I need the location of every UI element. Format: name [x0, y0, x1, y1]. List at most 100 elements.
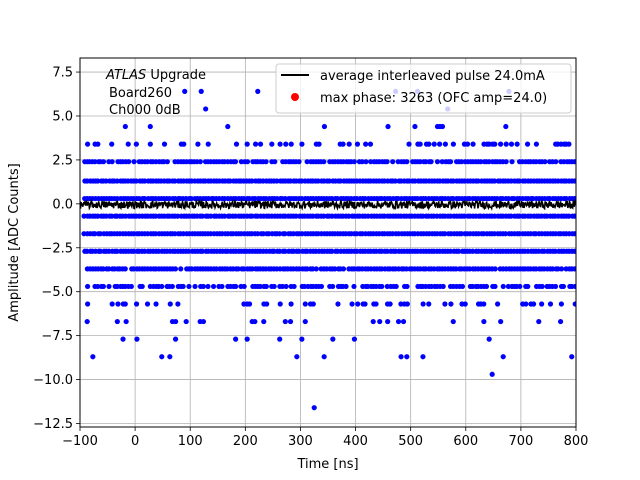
scatter-point: [159, 283, 165, 290]
scatter-point: [340, 266, 347, 272]
scatter-point: [296, 266, 302, 272]
scatter-point: [346, 141, 352, 147]
scatter-point: [558, 266, 565, 272]
scatter-point: [539, 301, 545, 307]
scatter-point: [354, 141, 361, 147]
scatter-point: [128, 283, 134, 290]
y-tick-label: 7.5: [52, 66, 73, 81]
scatter-point: [277, 141, 283, 147]
scatter-point: [571, 248, 576, 254]
x-axis-label: Time [ns]: [296, 457, 358, 472]
scatter-point: [294, 354, 300, 360]
scatter-point: [133, 301, 140, 307]
scatter-point: [85, 301, 91, 307]
scatter-point: [310, 301, 316, 307]
scatter-point: [271, 283, 277, 290]
scatter-point: [161, 141, 168, 147]
scatter-point: [134, 336, 140, 342]
scatter-point: [557, 318, 564, 325]
scatter-point: [478, 159, 484, 165]
scatter-point: [279, 283, 286, 290]
scatter-point: [503, 159, 509, 165]
scatter-point: [182, 88, 188, 94]
scatter-point: [147, 141, 153, 147]
x-tick-label: 400: [343, 434, 368, 449]
scatter-point: [373, 301, 379, 307]
scatter-point: [141, 195, 148, 202]
y-axis: −12.5 −10.0 −7.5 −5.0 −2.5 0.0 2.5 5.0 7.5: [33, 66, 80, 432]
scatter-point: [542, 159, 548, 165]
scatter-point: [566, 213, 572, 219]
scatter-point: [530, 301, 537, 307]
scatter-point: [219, 283, 225, 290]
scatter-point: [274, 178, 280, 184]
scatter-point: [144, 301, 151, 307]
scatter-point: [167, 354, 173, 360]
scatter-point: [355, 301, 361, 307]
legend-entry-max-phase: max phase: 3263 (OFC amp=24.0): [320, 91, 547, 106]
scatter-point: [502, 231, 509, 237]
scatter-point: [442, 141, 448, 147]
scatter-point: [351, 336, 358, 342]
scatter-point: [103, 178, 109, 184]
legend: average interleaved pulse 24.0mA max pha…: [275, 63, 572, 114]
scatter-point: [363, 141, 369, 147]
scatter-point: [517, 283, 523, 290]
scatter-point: [456, 248, 462, 254]
scatter-point: [84, 318, 90, 325]
scatter-point: [387, 301, 393, 307]
scatter-point: [491, 178, 498, 184]
scatter-point: [198, 88, 204, 94]
scatter-point: [448, 301, 454, 307]
scatter-point: [566, 141, 572, 147]
scatter-point: [147, 123, 153, 130]
scatter-point: [241, 283, 247, 290]
scatter-point: [525, 283, 531, 290]
scatter-point: [195, 141, 201, 147]
x-axis: −100 0 100 200 300 400 500 600 700 800: [62, 427, 588, 449]
scatter-point: [313, 266, 319, 272]
scatter-point: [100, 283, 107, 290]
scatter-point: [351, 159, 357, 165]
scatter-point: [553, 159, 559, 165]
scatter-point: [436, 141, 443, 147]
scatter-point: [282, 231, 288, 237]
scatter-point: [442, 231, 448, 237]
scatter-point: [404, 283, 410, 290]
scatter-point: [225, 123, 231, 130]
scatter-point: [122, 266, 128, 272]
scatter-point: [173, 318, 179, 325]
scatter-point: [122, 301, 128, 307]
scatter-point: [439, 123, 446, 130]
average-pulse-line: [80, 198, 576, 211]
scatter-point: [370, 318, 376, 325]
scatter-point: [572, 178, 576, 184]
scatter-point: [263, 159, 269, 165]
scatter-point: [428, 159, 434, 165]
scatter-point: [384, 248, 390, 254]
scatter-point: [536, 318, 542, 325]
scatter-point: [205, 141, 211, 147]
scatter-point: [97, 248, 104, 254]
scatter-point: [244, 159, 251, 165]
scatter-point: [524, 141, 531, 147]
scatter-point: [377, 318, 383, 325]
scatter-point: [181, 141, 187, 147]
scatter-point: [498, 318, 504, 325]
scatter-point: [261, 318, 267, 325]
scatter-point: [560, 283, 567, 290]
scatter-point: [120, 336, 126, 342]
scatter-point: [109, 141, 115, 147]
scatter-point: [450, 141, 456, 147]
y-tick-label: 5.0: [52, 109, 73, 124]
scatter-point: [123, 318, 129, 325]
y-tick-label: −10.0: [33, 373, 73, 388]
scatter-point: [420, 354, 426, 360]
scatter-point: [400, 318, 407, 325]
scatter-point: [500, 283, 506, 290]
scatter-point: [235, 266, 241, 272]
scatter-point: [340, 141, 346, 147]
legend-box: [275, 63, 572, 114]
annotation-upgrade: Upgrade: [146, 68, 206, 83]
